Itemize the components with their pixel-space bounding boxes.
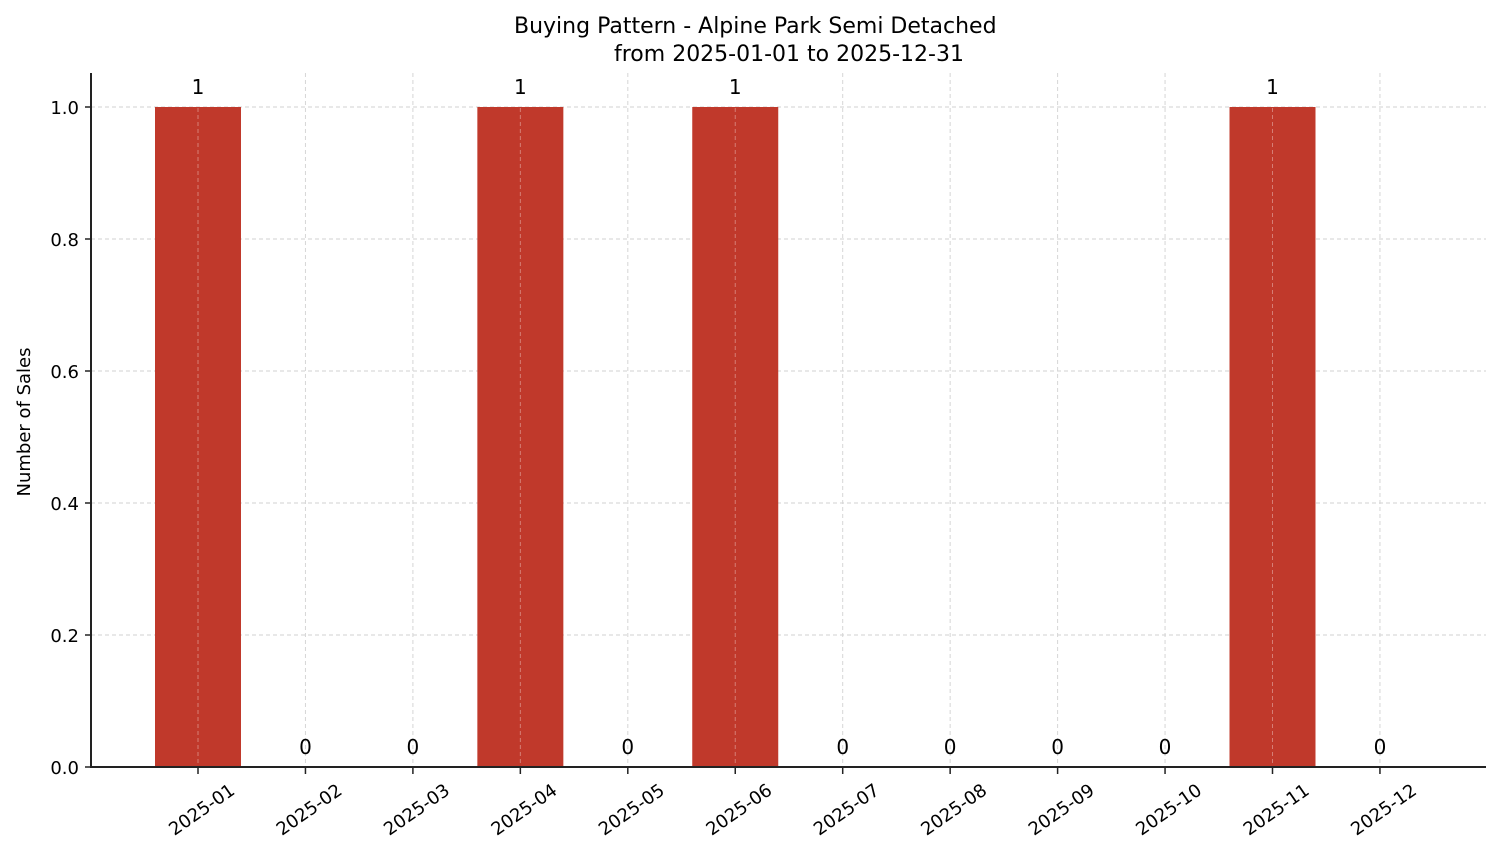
x-tick-label: 2025-10 — [1132, 780, 1206, 840]
data-label: 1 — [729, 75, 742, 99]
x-tick-label: 2025-11 — [1240, 780, 1314, 840]
data-label: 0 — [1159, 735, 1172, 759]
bar-2025-11 — [1229, 107, 1316, 767]
y-tick-label: 0.6 — [50, 362, 79, 383]
x-tick-label: 2025-04 — [488, 780, 562, 840]
chart-subtitle: from 2025-01-01 to 2025-12-31 — [614, 42, 964, 67]
x-tick-label: 2025-06 — [702, 780, 776, 840]
x-tick-label: 2025-08 — [917, 780, 991, 840]
bars — [155, 107, 1316, 767]
data-label: 0 — [836, 735, 849, 759]
bar-2025-06 — [692, 107, 779, 767]
x-tick-label: 2025-05 — [595, 780, 669, 840]
data-label: 1 — [1266, 75, 1279, 99]
data-label: 0 — [407, 735, 420, 759]
x-tick-label: 2025-09 — [1025, 780, 1099, 840]
bar-2025-04 — [477, 107, 564, 767]
x-tick-label: 2025-03 — [380, 780, 454, 840]
data-label: 0 — [1051, 735, 1064, 759]
bar-2025-01 — [155, 107, 241, 767]
y-tick-label: 0.0 — [50, 758, 79, 779]
y-tick-label: 1.0 — [50, 98, 79, 119]
data-label: 0 — [944, 735, 957, 759]
data-label: 0 — [299, 735, 312, 759]
x-tick-label: 2025-02 — [273, 780, 347, 840]
x-tick-label: 2025-07 — [810, 780, 884, 840]
data-label: 0 — [1374, 735, 1387, 759]
x-tick-label: 2025-12 — [1347, 780, 1421, 840]
y-tick-label: 0.8 — [50, 230, 79, 251]
data-label: 1 — [192, 75, 205, 99]
y-tick-label: 0.4 — [50, 494, 79, 515]
x-tick-label: 2025-01 — [165, 780, 239, 840]
data-label: 0 — [621, 735, 634, 759]
y-tick-label: 0.2 — [50, 626, 79, 647]
chart-title: Buying Pattern - Alpine Park Semi Detach… — [514, 14, 997, 39]
y-axis-label: Number of Sales — [14, 347, 35, 496]
data-label: 1 — [514, 75, 527, 99]
data-labels: 1 0 0 1 0 1 0 0 0 0 1 0 — [192, 73, 1387, 767]
